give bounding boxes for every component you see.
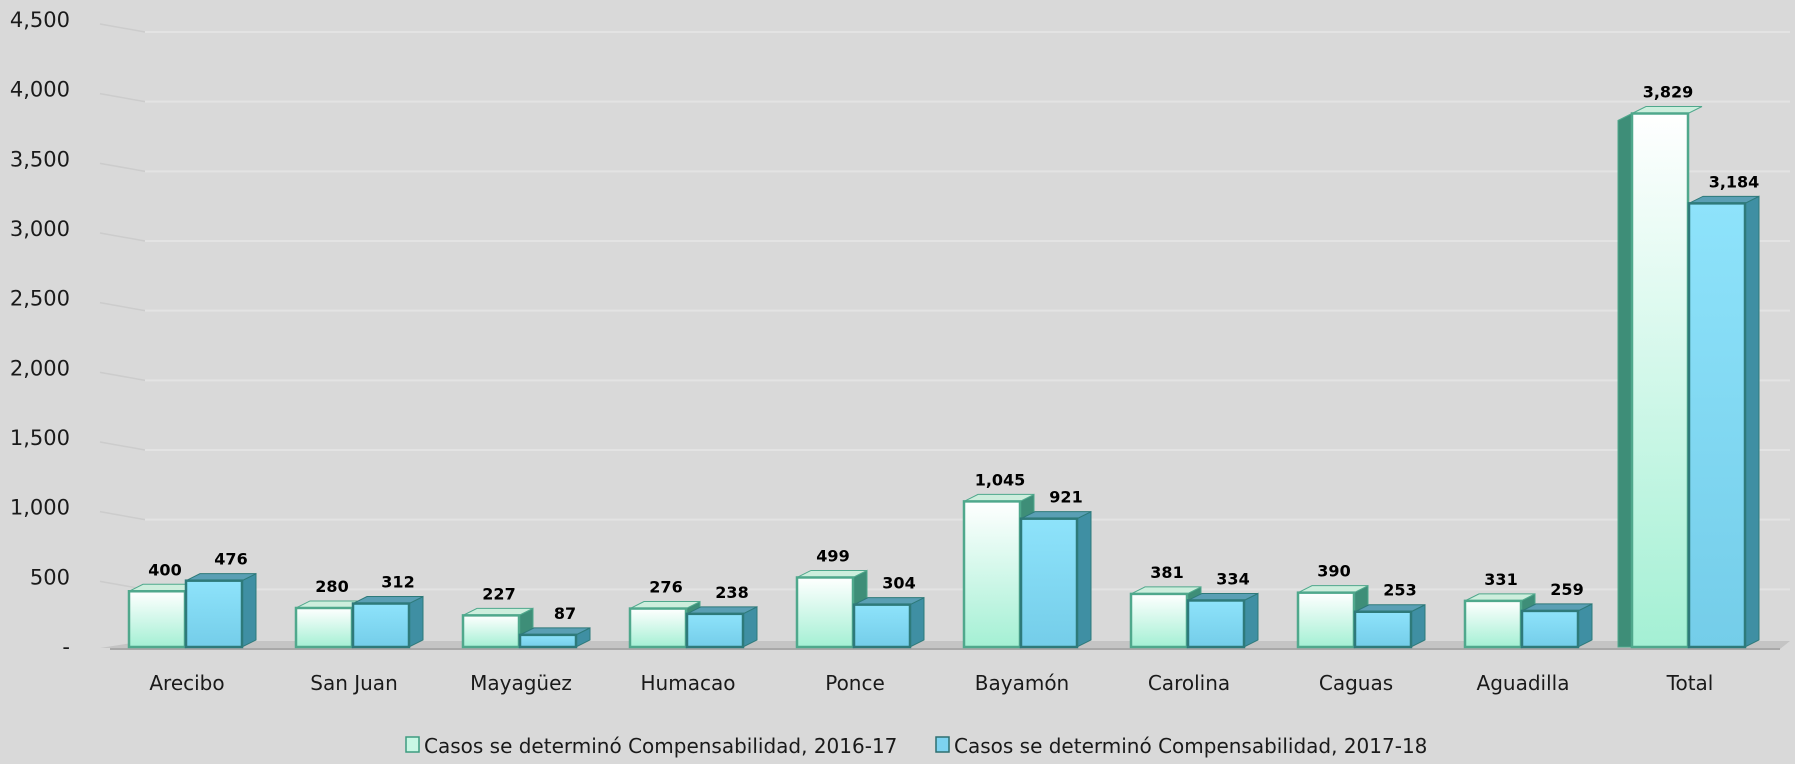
y-tick-label: 500 — [30, 565, 70, 589]
bar-front-face — [1520, 609, 1580, 649]
legend-swatch-2016-17 — [405, 736, 420, 753]
x-tick-label-humacao: Humacao — [641, 671, 736, 695]
data-label-carolina-series-2: 334 — [1216, 569, 1249, 588]
gridline-depth — [99, 92, 146, 103]
data-label-humacao-series-1: 276 — [649, 578, 682, 597]
data-label-arecibo-series-1: 400 — [148, 560, 181, 579]
x-tick-label-carolina: Carolina — [1148, 671, 1230, 695]
data-label-arecibo-series-2: 476 — [214, 550, 247, 569]
gridline-depth — [99, 371, 146, 382]
bar-front-face — [628, 607, 688, 649]
bar-arecibo-series-2 — [184, 572, 257, 649]
x-tick-label-arecibo: Arecibo — [149, 671, 224, 695]
y-tick-label: - — [62, 635, 70, 659]
legend-label-2017-18: Casos se determinó Compensabilidad, 2017… — [954, 734, 1427, 758]
gridline-depth — [99, 232, 146, 242]
bar-total-series-1 — [1617, 105, 1703, 649]
data-label-bayamon-series-2: 921 — [1049, 488, 1082, 507]
x-tick-label-aguadilla: Aguadilla — [1477, 671, 1570, 695]
gridline-depth — [99, 162, 146, 173]
bar-caguas-series-2 — [1353, 603, 1426, 649]
bar-mayaguez-series-2 — [518, 627, 591, 649]
data-label-total-series-1: 3,829 — [1643, 82, 1694, 101]
y-tick-label: 1,000 — [10, 496, 70, 520]
y-tick-label: 4,000 — [10, 78, 70, 102]
x-tick-label-total: Total — [1666, 671, 1714, 695]
gridline-depth — [99, 301, 146, 312]
data-labels: 400 476 280 312 227 87 276 238 499 304 1,045 921 381… — [148, 82, 1759, 622]
data-label-total-series-2: 3,184 — [1709, 172, 1760, 191]
legend-label-2016-17: Casos se determinó Compensabilidad, 2016… — [424, 734, 897, 758]
data-label-bayamon-series-1: 1,045 — [975, 470, 1026, 489]
bar-front-face — [795, 576, 855, 649]
legend-swatch-2017-18 — [935, 736, 950, 753]
y-tick-label: 2,000 — [10, 356, 70, 380]
bar-san-juan-series-2 — [351, 595, 424, 649]
bar-front-face — [1687, 202, 1747, 649]
bar-side-face — [1076, 510, 1092, 648]
gridlines — [99, 23, 1790, 591]
y-tick-label: 2,500 — [10, 287, 70, 311]
bar-front-face — [1353, 610, 1413, 649]
data-label-caguas-series-2: 253 — [1383, 581, 1416, 600]
bar-side-face — [1617, 112, 1633, 648]
y-tick-label: 3,500 — [10, 147, 70, 171]
x-tick-label-mayaguez: Mayagüez — [470, 671, 572, 695]
y-tick-label: 3,000 — [10, 217, 70, 241]
x-axis: Arecibo San Juan Mayagüez Humacao Ponce Bayam… — [149, 671, 1713, 695]
bar-front-face — [1129, 592, 1189, 649]
legend: Casos se determinó Compensabilidad, 2016… — [405, 734, 1427, 758]
gridline-depth — [99, 441, 146, 451]
bar-front-face — [1186, 599, 1246, 649]
bar-ponce-series-2 — [852, 596, 925, 649]
data-label-san-juan-series-2: 312 — [381, 573, 414, 592]
data-label-ponce-series-2: 304 — [882, 574, 915, 593]
bar-side-face — [1744, 195, 1760, 648]
bar-front-face — [1463, 599, 1523, 649]
bar-humacao-series-2 — [685, 606, 758, 649]
bar-aguadilla-series-2 — [1520, 603, 1593, 649]
bar-front-face — [294, 606, 354, 649]
data-label-ponce-series-1: 499 — [816, 546, 849, 565]
bar-front-face — [184, 579, 244, 649]
data-label-aguadilla-series-2: 259 — [1550, 580, 1583, 599]
data-label-carolina-series-1: 381 — [1150, 563, 1183, 582]
x-tick-label-san-juan: San Juan — [310, 671, 398, 695]
bar-front-face — [461, 614, 521, 649]
bar-side-face — [241, 572, 257, 648]
data-label-aguadilla-series-1: 331 — [1484, 570, 1517, 589]
bar-total-series-2 — [1687, 195, 1760, 649]
bar-carolina-series-2 — [1186, 592, 1259, 649]
bar-front-face — [1296, 591, 1356, 649]
bar-front-face — [685, 612, 745, 649]
bar-side-face — [1243, 592, 1259, 648]
bar-front-face — [351, 602, 411, 649]
bars — [127, 105, 1760, 649]
y-tick-label: 1,500 — [10, 426, 70, 450]
y-axis: - 500 1,000 1,500 2,000 2,500 3,000 3,500 4,000 4… — [10, 8, 70, 659]
bar-front-face — [518, 633, 578, 649]
bar-front-face — [127, 590, 187, 649]
x-tick-label-ponce: Ponce — [825, 671, 885, 695]
data-label-mayaguez-series-1: 227 — [482, 584, 515, 603]
data-label-humacao-series-2: 238 — [715, 583, 748, 602]
x-tick-label-bayamon: Bayamón — [975, 671, 1069, 695]
data-label-san-juan-series-1: 280 — [315, 577, 348, 596]
bar-front-face — [962, 500, 1022, 649]
data-label-mayaguez-series-2: 87 — [554, 604, 576, 623]
bar-bayamon-series-2 — [1019, 510, 1092, 649]
bar-front-face — [1019, 517, 1079, 649]
bar-side-face — [408, 595, 424, 648]
x-tick-label-caguas: Caguas — [1319, 671, 1393, 695]
bar-side-face — [909, 596, 925, 648]
y-tick-label: 4,500 — [10, 8, 70, 32]
bar-front-face — [1630, 112, 1690, 649]
gridline-depth — [99, 510, 146, 521]
data-label-caguas-series-1: 390 — [1317, 562, 1350, 581]
bar-front-face — [852, 603, 912, 649]
gridline-depth — [99, 23, 146, 33]
